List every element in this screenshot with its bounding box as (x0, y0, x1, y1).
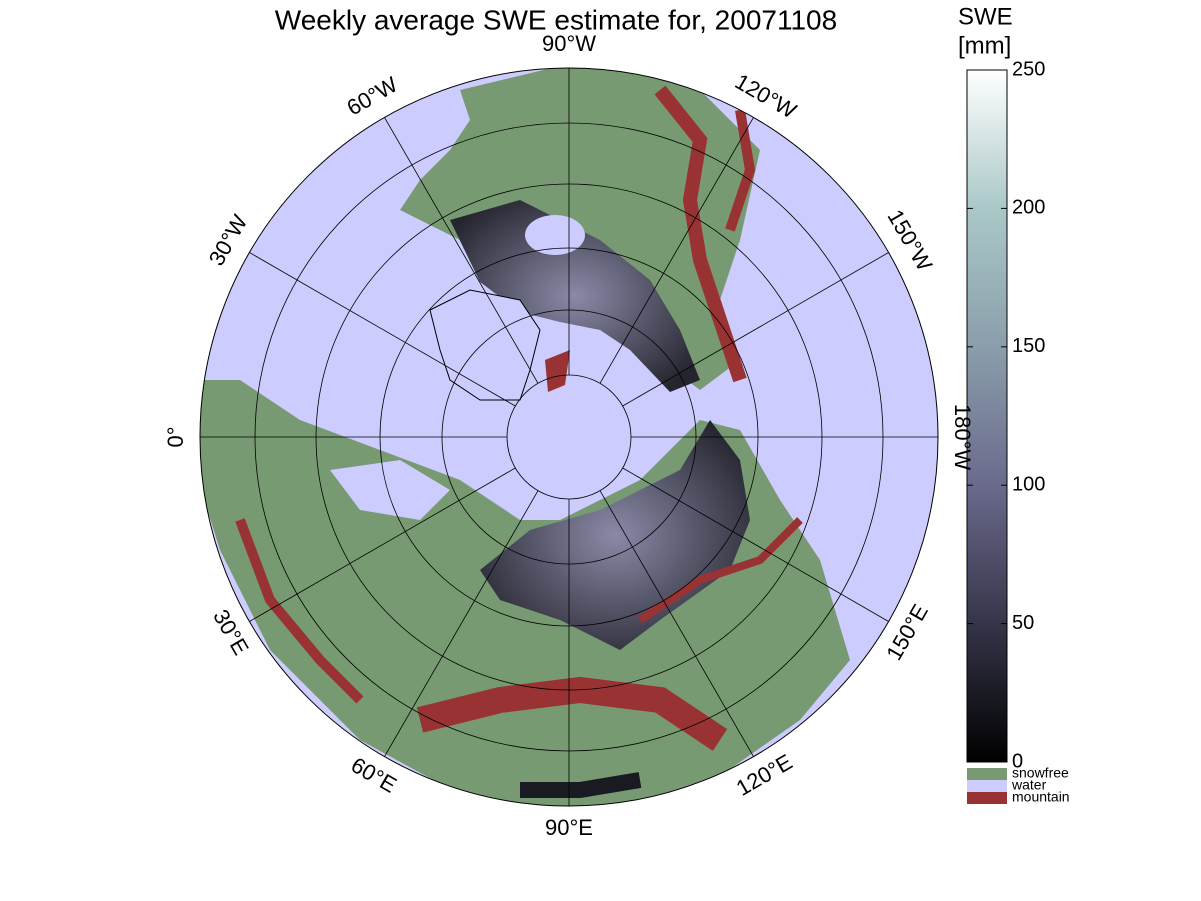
mountain-strip (725, 109, 756, 232)
colorbar-tick-label: 150 (1012, 335, 1045, 357)
colorbar-tick-label: 50 (1012, 612, 1034, 634)
europe-mountains (235, 518, 364, 704)
colorbar-label: [mm] (958, 32, 1011, 59)
colorbar-tick-label: 100 (1012, 473, 1045, 495)
colorbar-tick-label: 0 (1012, 750, 1023, 772)
longitude-label: 0° (163, 426, 188, 447)
colorbar-tick-label: 250 (1012, 58, 1045, 80)
colorbar (966, 69, 1008, 763)
meridian (599, 490, 754, 757)
meridian (622, 252, 889, 407)
colorbar-tick-label: 200 (1012, 197, 1045, 219)
tibet-snow (520, 772, 642, 798)
rocky-mountains (654, 85, 747, 383)
legend-label: mountain (1012, 789, 1070, 805)
graticule (200, 68, 938, 806)
siberia-mountains (637, 517, 803, 624)
title: Weekly average SWE estimate for, 2007110… (275, 4, 837, 35)
meridian (384, 490, 539, 757)
north-america-snow (450, 200, 700, 392)
legend-label: water (1011, 777, 1047, 793)
map-border (199, 67, 939, 807)
meridian (622, 467, 889, 622)
meridian (599, 117, 754, 384)
baltic (330, 460, 450, 520)
meridian (384, 117, 539, 384)
longitude-label: 180°W (950, 404, 975, 471)
greenland-mountain (545, 350, 570, 392)
legend-swatch (967, 792, 1007, 804)
legend-swatch (967, 768, 1007, 780)
longitude-label: 90°E (545, 815, 593, 840)
legend-swatch (967, 780, 1007, 792)
colorbar-label: SWE (958, 3, 1013, 30)
longitude-label: 90°W (542, 31, 596, 56)
legend-label: snowfree (1012, 765, 1069, 781)
hudson-bay (525, 215, 585, 255)
meridian (249, 467, 516, 622)
map (200, 68, 938, 806)
meridian (249, 252, 516, 407)
